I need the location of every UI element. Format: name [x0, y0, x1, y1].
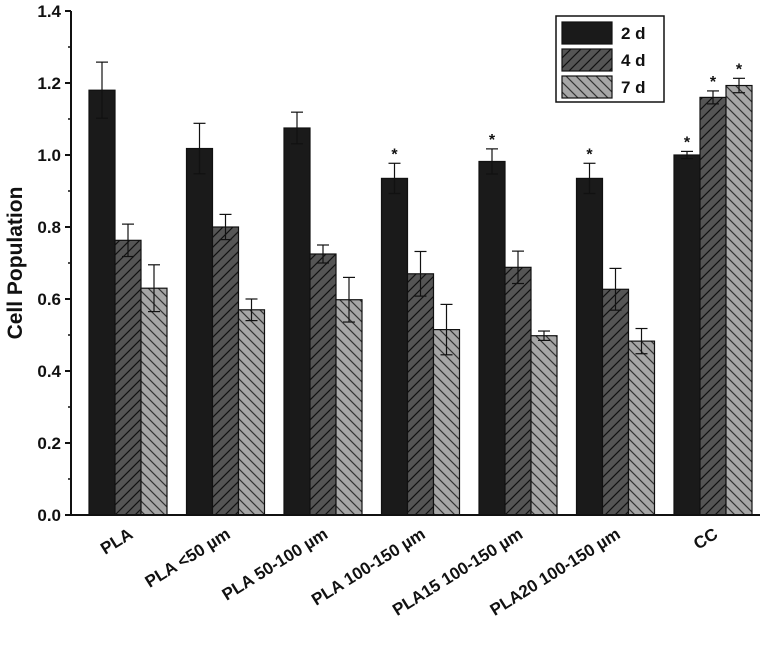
legend-swatch — [561, 48, 613, 72]
bar-2d-5 — [575, 177, 604, 516]
bar-4d-3 — [406, 273, 435, 516]
bar-2d-4 — [478, 160, 506, 516]
bar-7d-0 — [140, 287, 168, 516]
bar-2d-3 — [380, 177, 409, 516]
y-tick-label: 1.4 — [37, 2, 61, 21]
bar-2d-1 — [185, 147, 214, 516]
y-tick-label: 0.2 — [37, 434, 61, 453]
bar-7d-2 — [335, 299, 363, 516]
y-tick-label: 1.2 — [37, 74, 61, 93]
significance-markers: * * * * * * — [391, 61, 743, 163]
significance-star: * — [736, 61, 743, 78]
legend-label: 2 d — [621, 24, 646, 43]
bars — [88, 84, 753, 516]
y-tick-label: 0.0 — [37, 506, 61, 525]
significance-star: * — [684, 134, 691, 151]
bar-2d-0 — [88, 89, 116, 516]
legend-swatch — [561, 75, 613, 99]
y-tick-label: 1.0 — [37, 146, 61, 165]
bar-7d-5 — [627, 340, 656, 516]
bar-7d-6 — [725, 84, 753, 516]
y-axis-ticks: 0.0 0.2 0.4 0.6 0.8 1.0 1.2 1.4 — [37, 2, 71, 525]
bar-2d-2 — [283, 127, 311, 516]
legend-label: 4 d — [621, 51, 646, 70]
legend-label: 7 d — [621, 78, 646, 97]
bar-7d-1 — [237, 309, 266, 516]
y-tick-label: 0.4 — [37, 362, 61, 381]
bar-7d-3 — [432, 329, 461, 516]
x-category-label: PLA — [97, 524, 136, 558]
y-tick-label: 0.6 — [37, 290, 61, 309]
significance-star: * — [710, 74, 717, 91]
x-category-label: PLA <50 µm — [142, 524, 234, 591]
bar-4d-0 — [114, 239, 142, 516]
bar-7d-4 — [530, 335, 558, 516]
bar-4d-4 — [504, 266, 532, 516]
error-bars — [96, 61, 745, 356]
bar-4d-2 — [309, 253, 337, 516]
bar-2d-6 — [673, 154, 701, 516]
y-axis-title: Cell Population — [4, 187, 27, 340]
bar-4d-6 — [699, 96, 727, 516]
significance-star: * — [391, 146, 398, 163]
y-tick-label: 0.8 — [37, 218, 61, 237]
bar-4d-1 — [211, 226, 240, 516]
x-category-label: CC — [690, 524, 721, 553]
legend-swatch — [561, 21, 613, 45]
significance-star: * — [489, 132, 496, 149]
significance-star: * — [586, 146, 593, 163]
legend: 2 d 4 d 7 d — [555, 15, 665, 103]
bar-4d-5 — [601, 288, 630, 516]
